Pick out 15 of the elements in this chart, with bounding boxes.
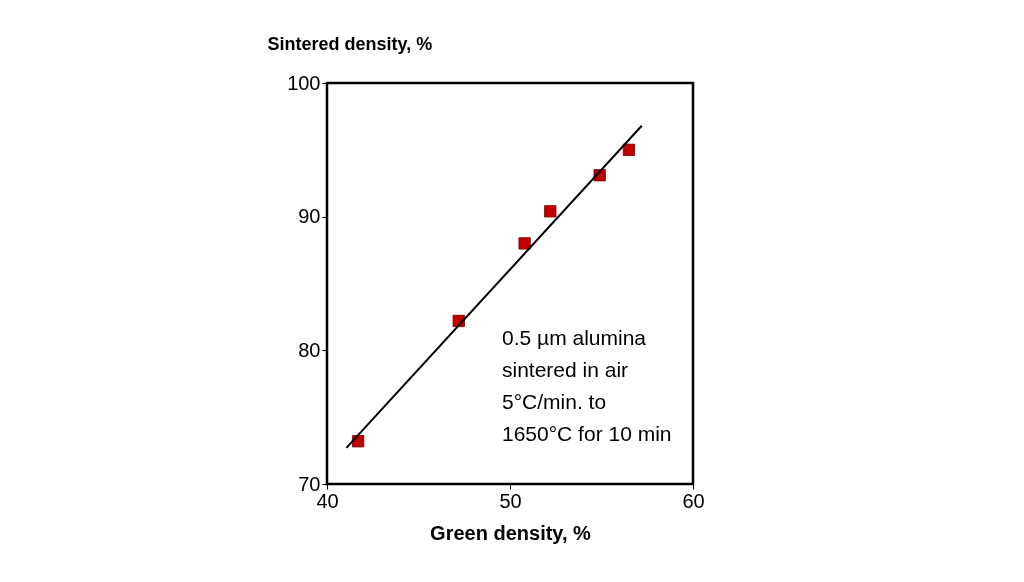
point bbox=[544, 205, 557, 218]
x-tick-label: 50 bbox=[499, 489, 522, 512]
annotation: 1650°C for 10 min bbox=[502, 422, 672, 445]
annotation: sintered in air bbox=[502, 358, 629, 381]
y-axis-title: Sintered density, % bbox=[267, 33, 433, 54]
annotation: 5°C/min. to bbox=[502, 390, 607, 413]
point bbox=[622, 143, 636, 156]
y-tick-label: 80 bbox=[298, 338, 321, 361]
y-tick-label: 70 bbox=[298, 472, 321, 495]
y-tick-label: 90 bbox=[298, 205, 321, 228]
annotation: 0.5 µm alumina bbox=[502, 326, 647, 349]
y-tick-label: 100 bbox=[287, 71, 321, 94]
x-tick-label: 60 bbox=[682, 489, 705, 512]
x-axis-title: Green density, % bbox=[430, 521, 592, 544]
point bbox=[518, 237, 531, 250]
